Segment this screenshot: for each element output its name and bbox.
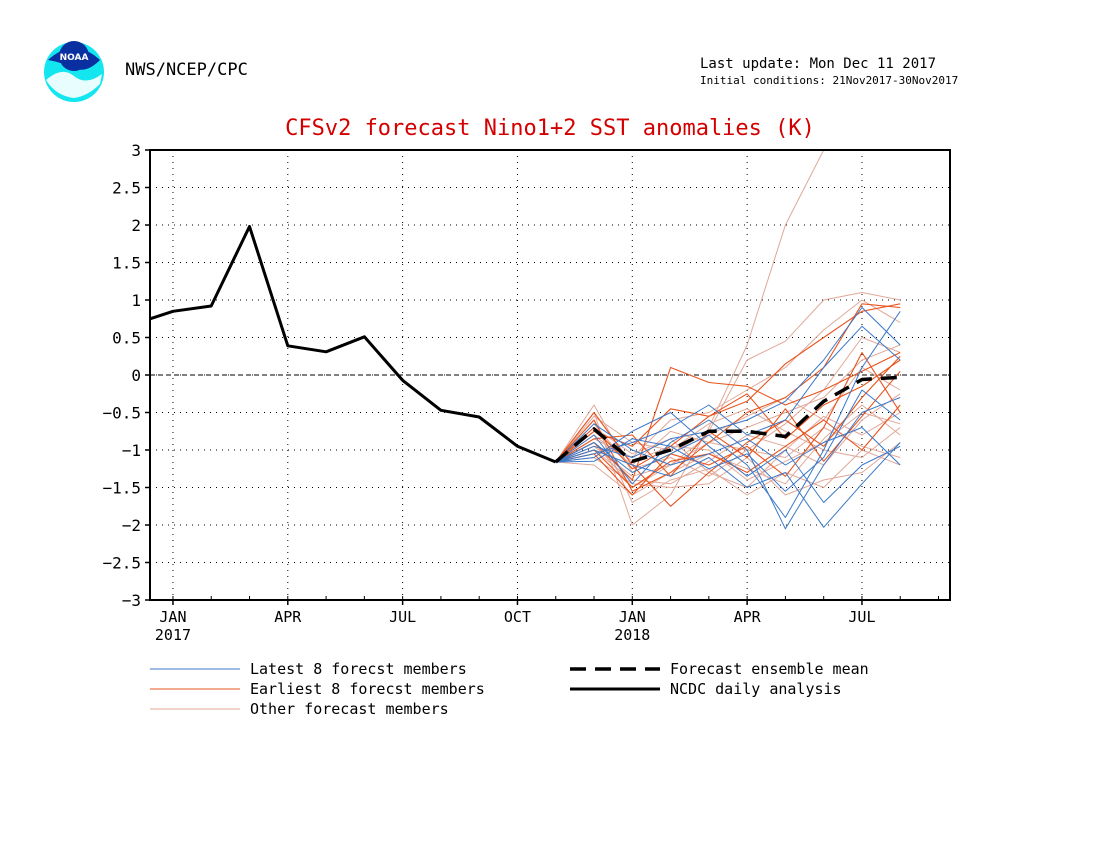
x-tick-label: APR (274, 608, 302, 626)
legend-label-other: Other forecast members (250, 700, 449, 718)
legend-label-earliest: Earliest 8 forecst members (250, 680, 485, 698)
latest-member-line (555, 423, 901, 466)
analysis-line (150, 225, 557, 464)
main-series (150, 225, 901, 464)
x-tick-label: JAN (159, 608, 186, 626)
chart-title: CFSv2 forecast Nino1+2 SST anomalies (K) (285, 116, 815, 141)
grid (150, 150, 950, 600)
other-member-line (555, 344, 901, 477)
x-tick-year-label: 2018 (614, 626, 650, 644)
y-tick-label: 1 (131, 291, 141, 310)
earliest-member-line (555, 352, 901, 481)
noaa-logo-text: NOAA (60, 53, 89, 63)
latest-member-line (555, 307, 901, 463)
org-label: NWS/NCEP/CPC (125, 60, 248, 80)
x-tick-label: JUL (848, 608, 875, 626)
axes: 32.521.510.50−0.5−1−1.5−2−2.5−3JAN2017AP… (102, 141, 951, 644)
other-member-line (555, 408, 901, 463)
earliest-member-line (555, 303, 901, 463)
y-tick-label: −1.5 (102, 479, 141, 498)
y-tick-label: −1 (122, 441, 141, 460)
initial-conditions: Initial conditions: 21Nov2017-30Nov2017 (700, 74, 959, 87)
legend: Latest 8 forecst members Earliest 8 forec… (150, 660, 869, 718)
y-tick-label: 0 (131, 366, 141, 385)
legend-label-latest: Latest 8 forecst members (250, 660, 467, 678)
latest-member-line (555, 442, 901, 528)
y-tick-label: 1.5 (112, 254, 141, 273)
y-tick-label: 0.5 (112, 329, 141, 348)
ensemble-mean-line (554, 375, 901, 464)
y-tick-label: 3 (131, 141, 141, 160)
legend-label-analysis: NCDC daily analysis (670, 680, 842, 698)
earliest-member-line (555, 303, 901, 492)
latest-member-line (555, 389, 901, 492)
legend-label-mean: Forecast ensemble mean (670, 660, 869, 678)
latest-member-line (555, 397, 901, 530)
forecast-members (555, 150, 901, 530)
y-tick-label: −3 (122, 591, 141, 610)
x-tick-label: APR (734, 608, 762, 626)
y-tick-label: −2 (122, 516, 141, 535)
x-tick-label: JUL (389, 608, 416, 626)
y-tick-label: −2.5 (102, 554, 141, 573)
x-tick-label: OCT (504, 608, 531, 626)
latest-member-line (555, 325, 901, 463)
x-tick-label: JAN (619, 608, 646, 626)
last-update: Last update: Mon Dec 11 2017 (700, 56, 937, 72)
y-tick-label: −0.5 (102, 404, 141, 423)
other-member-line (555, 442, 901, 496)
y-tick-label: 2.5 (112, 179, 141, 198)
x-tick-year-label: 2017 (155, 626, 191, 644)
noaa-logo: NOAA (44, 41, 104, 102)
other-member-line (555, 412, 901, 488)
y-tick-label: 2 (131, 216, 141, 235)
